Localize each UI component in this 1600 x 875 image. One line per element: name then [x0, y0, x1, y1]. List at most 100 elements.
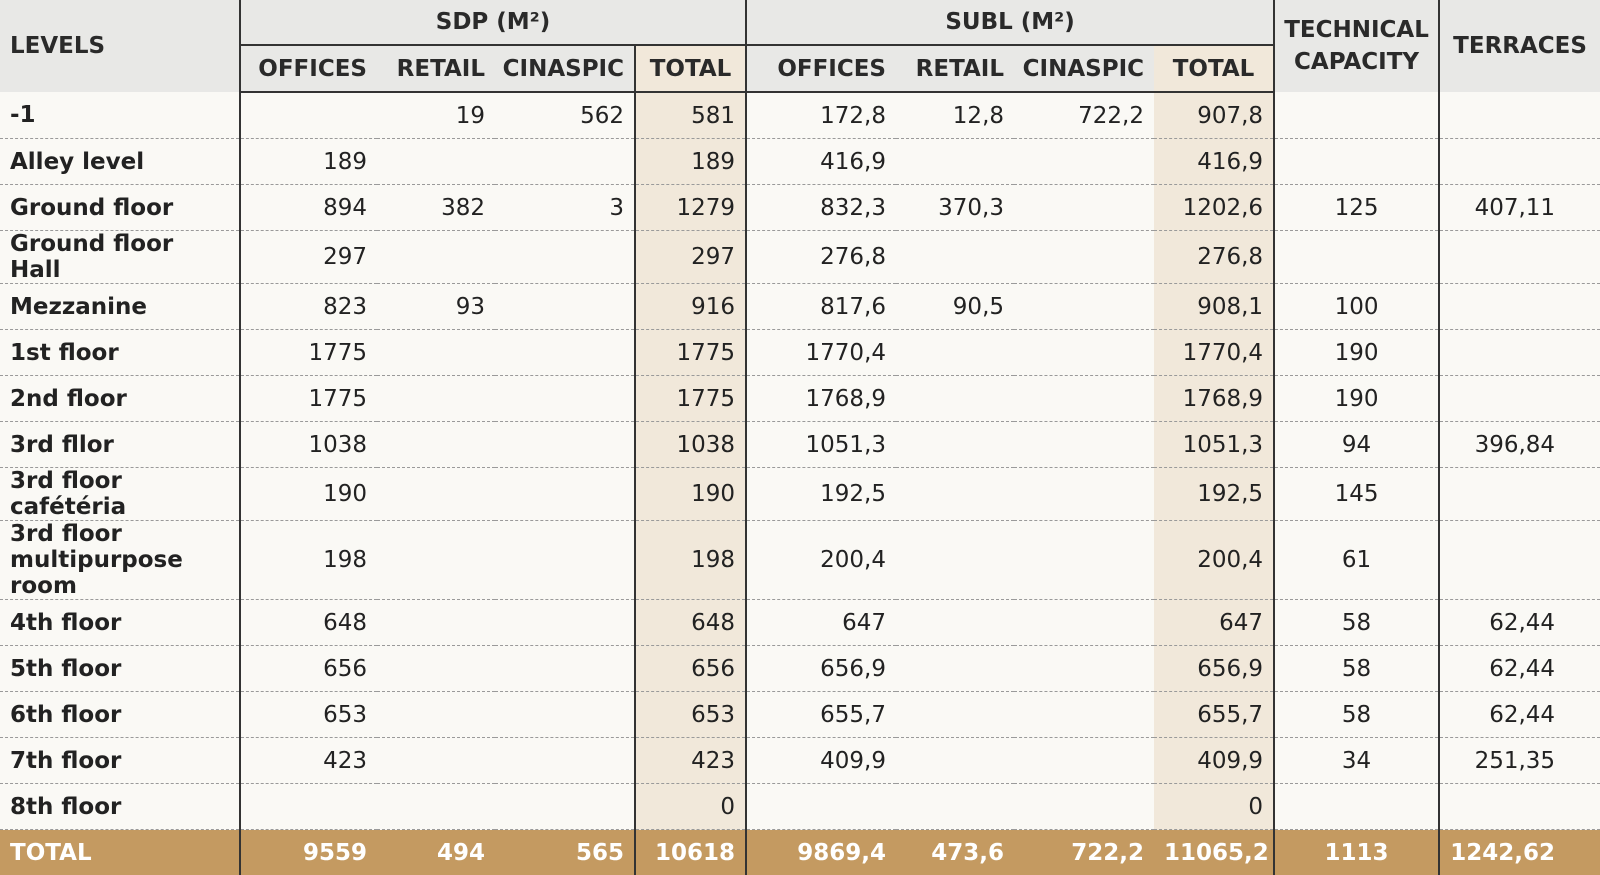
sdp-retail-cell: 382	[377, 185, 495, 231]
total-sdp-retail: 494	[377, 830, 495, 875]
subl-cinaspic-cell	[1014, 376, 1154, 422]
total-terraces: 1242,62	[1439, 830, 1600, 875]
sdp-cinaspic-cell	[495, 422, 635, 468]
sdp-offices-cell: 1775	[240, 330, 377, 376]
sdp-cinaspic-cell	[495, 692, 635, 738]
technical-capacity-cell: 94	[1274, 422, 1439, 468]
sdp-retail-cell: 19	[377, 92, 495, 139]
sdp-cinaspic-cell	[495, 330, 635, 376]
sdp-cinaspic-cell	[495, 521, 635, 600]
levels-header: LEVELS	[0, 0, 240, 92]
sdp-total-cell: 1775	[635, 376, 746, 422]
level-cell: Ground floor Hall	[0, 231, 240, 284]
subl-retail-cell	[896, 521, 1014, 600]
sdp-total-cell: 0	[635, 784, 746, 830]
sdp-retail-cell	[377, 521, 495, 600]
sdp-total-cell: 653	[635, 692, 746, 738]
level-cell: Ground floor	[0, 185, 240, 231]
sdp-cinaspic-cell	[495, 646, 635, 692]
subl-cinaspic-cell	[1014, 284, 1154, 330]
subl-total-cell: 1768,9	[1154, 376, 1274, 422]
technical-capacity-cell	[1274, 92, 1439, 139]
terraces-cell	[1439, 139, 1600, 185]
terraces-cell: 407,11	[1439, 185, 1600, 231]
level-cell: 2nd floor	[0, 376, 240, 422]
technical-capacity-cell: 61	[1274, 521, 1439, 600]
terraces-cell	[1439, 784, 1600, 830]
subl-offices-cell: 817,6	[746, 284, 896, 330]
subl-cinaspic-cell	[1014, 231, 1154, 284]
sdp-offices-cell: 653	[240, 692, 377, 738]
sdp-total-cell: 1775	[635, 330, 746, 376]
sdp-offices-header: OFFICES	[240, 45, 377, 92]
subl-total-cell: 647	[1154, 600, 1274, 646]
terraces-header: TERRACES	[1439, 0, 1600, 92]
level-cell: 3rd floor cafétéria	[0, 468, 240, 521]
total-technical-capacity: 1113	[1274, 830, 1439, 875]
sdp-cinaspic-cell	[495, 784, 635, 830]
subl-retail-cell: 370,3	[896, 185, 1014, 231]
table-header: LEVELS SDP (M²) SUBL (M²) TECHNICAL CAPA…	[0, 0, 1600, 92]
total-sdp-offices: 9559	[240, 830, 377, 875]
terraces-cell	[1439, 92, 1600, 139]
terraces-cell	[1439, 284, 1600, 330]
terraces-cell	[1439, 231, 1600, 284]
level-cell: Mezzanine	[0, 284, 240, 330]
subl-group-header: SUBL (M²)	[746, 0, 1274, 45]
sdp-cinaspic-header: CINASPIC	[495, 45, 635, 92]
total-label: TOTAL	[0, 830, 240, 875]
subl-offices-cell: 276,8	[746, 231, 896, 284]
technical-capacity-cell: 145	[1274, 468, 1439, 521]
sdp-offices-cell: 297	[240, 231, 377, 284]
subl-retail-cell	[896, 646, 1014, 692]
total-subl-offices: 9869,4	[746, 830, 896, 875]
technical-capacity-cell	[1274, 231, 1439, 284]
terraces-cell: 62,44	[1439, 646, 1600, 692]
sdp-total-cell: 423	[635, 738, 746, 784]
sdp-retail-cell	[377, 600, 495, 646]
sdp-retail-cell	[377, 139, 495, 185]
technical-capacity-cell: 100	[1274, 284, 1439, 330]
sdp-offices-cell: 648	[240, 600, 377, 646]
level-cell: 4th floor	[0, 600, 240, 646]
sdp-retail-cell	[377, 646, 495, 692]
subl-cinaspic-cell	[1014, 784, 1154, 830]
sdp-offices-cell: 198	[240, 521, 377, 600]
sdp-retail-cell	[377, 376, 495, 422]
subl-cinaspic-cell	[1014, 521, 1154, 600]
terraces-cell	[1439, 521, 1600, 600]
subl-cinaspic-cell	[1014, 422, 1154, 468]
technical-capacity-cell: 58	[1274, 692, 1439, 738]
total-row: TOTAL 9559 494 565 10618 9869,4 473,6 72…	[0, 830, 1600, 875]
technical-capacity-cell: 58	[1274, 646, 1439, 692]
total-subl-retail: 473,6	[896, 830, 1014, 875]
sdp-offices-cell: 423	[240, 738, 377, 784]
sdp-cinaspic-cell: 3	[495, 185, 635, 231]
sdp-cinaspic-cell	[495, 468, 635, 521]
subl-cinaspic-header: CINASPIC	[1014, 45, 1154, 92]
sdp-offices-cell	[240, 784, 377, 830]
level-cell: 7th floor	[0, 738, 240, 784]
sdp-offices-cell: 1775	[240, 376, 377, 422]
subl-offices-cell	[746, 784, 896, 830]
subl-total-cell: 655,7	[1154, 692, 1274, 738]
subl-retail-header: RETAIL	[896, 45, 1014, 92]
subl-retail-cell	[896, 738, 1014, 784]
subl-total-cell: 1051,3	[1154, 422, 1274, 468]
sdp-total-header: TOTAL	[635, 45, 746, 92]
subl-offices-cell: 656,9	[746, 646, 896, 692]
level-cell: 8th floor	[0, 784, 240, 830]
subl-cinaspic-cell: 722,2	[1014, 92, 1154, 139]
terraces-cell	[1439, 376, 1600, 422]
subl-retail-cell: 90,5	[896, 284, 1014, 330]
sdp-retail-header: RETAIL	[377, 45, 495, 92]
terraces-cell: 62,44	[1439, 692, 1600, 738]
technical-capacity-cell: 190	[1274, 330, 1439, 376]
sdp-cinaspic-cell: 562	[495, 92, 635, 139]
technical-capacity-cell	[1274, 139, 1439, 185]
